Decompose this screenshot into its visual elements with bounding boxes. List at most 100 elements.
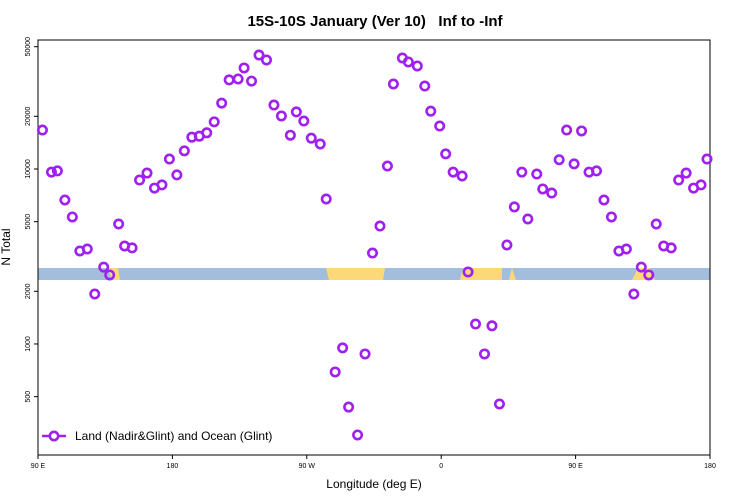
point (695, 179, 707, 191)
x-tick-label: 0 (439, 463, 443, 470)
point (367, 247, 379, 259)
y-axis-label: N Total (0, 228, 13, 265)
y-tick-label: 500 (25, 391, 32, 403)
x-tick-label: 90 W (299, 463, 316, 470)
point (701, 153, 713, 165)
point (568, 158, 580, 170)
point (352, 429, 364, 441)
land-patch (326, 268, 385, 280)
x-tick-label: 180 (704, 463, 716, 470)
y-tick-label: 10000 (25, 159, 32, 179)
point (178, 145, 190, 157)
point (290, 106, 302, 118)
point (134, 174, 146, 186)
point (238, 62, 250, 74)
y-tick-label: 50000 (25, 37, 32, 57)
point (329, 366, 341, 378)
point (537, 183, 549, 195)
point (275, 110, 287, 122)
point (440, 148, 452, 160)
point (208, 116, 220, 128)
point (470, 318, 482, 330)
point (411, 60, 423, 72)
point (628, 288, 640, 300)
point (141, 167, 153, 179)
point (337, 342, 349, 354)
y-tick-label: 1000 (25, 336, 32, 352)
x-tick-label: 90 E (31, 463, 46, 470)
point (314, 138, 326, 150)
point (576, 125, 588, 137)
x-axis-label: Longitude (deg E) (326, 477, 421, 491)
point (650, 218, 662, 230)
point (126, 242, 138, 254)
point (620, 243, 632, 255)
point (387, 78, 399, 90)
point (665, 242, 677, 254)
land-patch (460, 268, 502, 280)
point (246, 75, 258, 87)
point (163, 153, 175, 165)
chart-title: 15S-10S January (Ver 10) Inf to -Inf (247, 13, 503, 30)
point (643, 269, 655, 281)
point (298, 115, 310, 127)
point (531, 168, 543, 180)
point (359, 348, 371, 360)
point (402, 56, 414, 68)
point (673, 174, 685, 186)
point (156, 179, 168, 191)
point (591, 165, 603, 177)
point (447, 166, 459, 178)
plot-frame (37, 39, 711, 456)
point (522, 213, 534, 225)
y-tick-label: 20000 (25, 106, 32, 126)
point (201, 127, 213, 139)
point (284, 129, 296, 141)
point (456, 170, 468, 182)
point (59, 194, 71, 206)
point (516, 166, 528, 178)
point (51, 165, 63, 177)
point (561, 124, 573, 136)
point (36, 124, 48, 136)
point (493, 398, 505, 410)
point (232, 73, 244, 85)
point (486, 320, 498, 332)
point (425, 105, 437, 117)
point (171, 169, 183, 181)
point (605, 211, 617, 223)
point (501, 239, 513, 251)
point (374, 220, 386, 232)
point (113, 218, 125, 230)
point (598, 194, 610, 206)
point (66, 211, 78, 223)
point (680, 167, 692, 179)
point (479, 348, 491, 360)
point (253, 49, 265, 61)
point (553, 154, 565, 166)
point (260, 54, 272, 66)
point (320, 193, 332, 205)
point (216, 97, 228, 109)
legend-marker (48, 430, 60, 442)
point (268, 99, 280, 111)
point (381, 160, 393, 172)
point (89, 288, 101, 300)
x-tick-label: 180 (167, 463, 179, 470)
point (546, 187, 558, 199)
x-tick-label: 90 E (568, 463, 583, 470)
point (635, 261, 647, 273)
point (81, 243, 93, 255)
point (434, 120, 446, 132)
point (508, 201, 520, 213)
point (419, 80, 431, 92)
point (98, 261, 110, 273)
point (305, 132, 317, 144)
point (104, 269, 116, 281)
point (45, 166, 57, 178)
land-patch (509, 268, 516, 280)
land-ocean-strip (38, 268, 710, 280)
y-tick-label: 5000 (25, 214, 32, 230)
y-tick-label: 2000 (25, 283, 32, 299)
